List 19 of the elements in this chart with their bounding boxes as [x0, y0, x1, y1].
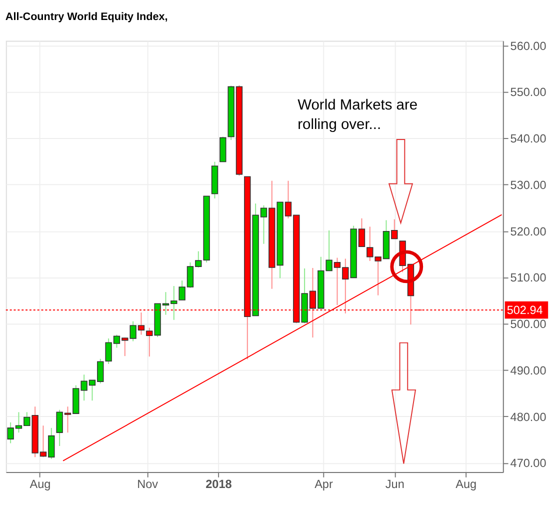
x-tick-label: Nov: [137, 478, 158, 492]
y-tick-label: 510.00: [510, 272, 547, 285]
y-tick-label: 530.00: [510, 178, 547, 192]
y-tick-label: 520.00: [510, 225, 547, 238]
x-tick-label: Apr: [314, 478, 333, 492]
ref-line-label: 502.94: [506, 304, 544, 317]
x-tick-label: Jun: [385, 478, 404, 492]
y-tick-label: 490.00: [510, 364, 547, 378]
x-tick-label: Aug: [456, 478, 477, 492]
annotation: World Markets are rolling over...: [298, 98, 418, 134]
y-tick-label: 550.00: [510, 86, 547, 100]
y-tick-label: 540.00: [510, 132, 547, 146]
chart-title: All-Country World Equity Index,: [5, 10, 168, 23]
y-tick-label: 470.00: [510, 457, 547, 470]
x-tick-label: Aug: [30, 478, 51, 492]
y-tick-label: 480.00: [510, 410, 547, 424]
x-tick-label: 2018: [206, 478, 232, 492]
y-tick-label: 500.00: [510, 318, 547, 332]
y-tick-label: 560.00: [510, 40, 547, 53]
